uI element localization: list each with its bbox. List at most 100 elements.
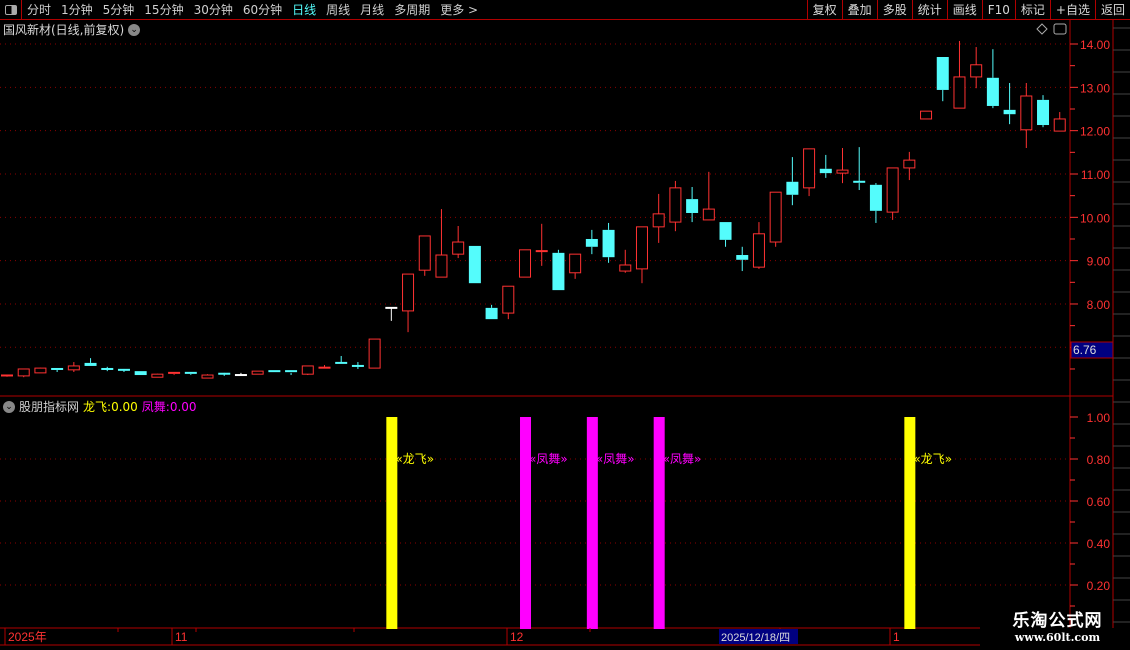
period-tab-7[interactable]: 周线 bbox=[326, 3, 351, 17]
signal-bar-fengwu bbox=[653, 417, 665, 628]
panel-toggle-icon bbox=[1053, 23, 1067, 35]
price-label: 13.00 bbox=[1080, 81, 1110, 95]
candle bbox=[635, 226, 648, 284]
candle bbox=[67, 362, 80, 373]
candle bbox=[301, 365, 314, 376]
candle bbox=[1020, 82, 1033, 148]
candle bbox=[435, 209, 448, 278]
candle-body bbox=[368, 338, 381, 369]
candle-body bbox=[719, 222, 732, 240]
signal-text: 凤舞 bbox=[670, 452, 694, 466]
stock-title: 国风新材(日线,前复权) bbox=[3, 23, 125, 37]
candle-body bbox=[134, 371, 147, 376]
period-tab-4[interactable]: 30分钟 bbox=[193, 3, 233, 17]
signal-label-fengwu: «凤舞» bbox=[663, 452, 702, 466]
toolbar-button-7[interactable]: +自选 bbox=[1049, 0, 1095, 19]
candle-body bbox=[502, 285, 515, 314]
candle-body bbox=[853, 180, 866, 183]
toolbar-button-2[interactable]: 多股 bbox=[876, 0, 912, 19]
candle bbox=[569, 253, 582, 279]
chevron-down-icon[interactable]: ⌄ bbox=[128, 23, 141, 36]
candle-body bbox=[936, 56, 949, 90]
period-tab-9[interactable]: 多周期 bbox=[394, 3, 431, 17]
indicator-axis-label: 0.40 bbox=[1087, 537, 1111, 551]
candle bbox=[402, 273, 415, 333]
signal-marker bbox=[904, 628, 916, 629]
candle-body bbox=[285, 370, 298, 373]
candle-body bbox=[986, 77, 999, 106]
toolbar-button-1[interactable]: 叠加 bbox=[841, 0, 877, 19]
candle bbox=[552, 249, 565, 291]
indicator-axis-label: 0.60 bbox=[1087, 495, 1111, 509]
candle-body bbox=[953, 76, 966, 109]
indicator-axis-label: 0.20 bbox=[1087, 579, 1111, 593]
candle-body bbox=[585, 238, 598, 247]
toolbar-button-0[interactable]: 复权 bbox=[806, 0, 842, 19]
candle-body bbox=[669, 187, 682, 223]
period-tab-5[interactable]: 60分钟 bbox=[242, 3, 283, 17]
candle-body bbox=[970, 64, 983, 78]
period-tab-1[interactable]: 1分钟 bbox=[61, 3, 93, 17]
candle bbox=[335, 355, 348, 364]
period-tab-3[interactable]: 15分钟 bbox=[144, 3, 184, 17]
candle bbox=[1, 374, 13, 377]
price-label: 11.00 bbox=[1081, 168, 1110, 182]
candle-body bbox=[769, 191, 782, 243]
candle bbox=[318, 365, 331, 369]
candle bbox=[702, 171, 715, 221]
signal-marker bbox=[586, 628, 598, 629]
period-tab-0[interactable]: 分时 bbox=[27, 3, 52, 17]
period-tab-2[interactable]: 5分钟 bbox=[102, 3, 135, 17]
toolbar-button-6[interactable]: 标记 bbox=[1014, 0, 1050, 19]
candle bbox=[936, 56, 949, 102]
signal-marker bbox=[386, 628, 398, 629]
candle-body bbox=[84, 362, 97, 366]
price-label: 9.00 bbox=[1087, 255, 1111, 269]
candle-body bbox=[301, 365, 314, 375]
candle-body bbox=[335, 361, 348, 364]
candle bbox=[686, 186, 699, 223]
candle-body bbox=[1, 374, 13, 377]
period-tab-6[interactable]: 日线 bbox=[292, 3, 317, 17]
chevron-down-icon[interactable]: ⌄ bbox=[3, 400, 15, 413]
period-tab-10[interactable]: 更多 > bbox=[440, 3, 479, 17]
candle-body bbox=[201, 374, 214, 379]
candle-body bbox=[920, 110, 933, 120]
candle-body bbox=[635, 226, 648, 270]
candle bbox=[168, 371, 181, 376]
toolbar-button-3[interactable]: 统计 bbox=[911, 0, 947, 19]
toolbar-button-8[interactable]: 返回 bbox=[1094, 0, 1130, 19]
panel-toggle-icon[interactable] bbox=[0, 0, 22, 19]
candle bbox=[836, 147, 849, 184]
candle-body bbox=[702, 208, 715, 221]
signal-label-longfei: «龙飞» bbox=[395, 452, 434, 466]
candle bbox=[719, 222, 732, 247]
candle bbox=[602, 222, 615, 263]
candle-body bbox=[435, 254, 448, 278]
longfei-value: 0.00 bbox=[111, 399, 138, 414]
toolbar-button-4[interactable]: 画线 bbox=[946, 0, 982, 19]
candle bbox=[1037, 95, 1050, 128]
price-label: 14.00 bbox=[1080, 38, 1110, 52]
price-label: 12.00 bbox=[1080, 125, 1110, 139]
candle-body bbox=[886, 167, 899, 213]
candle-body bbox=[736, 255, 749, 260]
toolbar-button-5[interactable]: F10 bbox=[981, 0, 1015, 19]
period-tab-8[interactable]: 月线 bbox=[360, 3, 385, 17]
candle-body bbox=[268, 370, 281, 373]
candle bbox=[418, 235, 431, 276]
candle bbox=[502, 285, 515, 320]
candle-body bbox=[218, 372, 231, 375]
candle bbox=[903, 151, 916, 181]
candle bbox=[970, 47, 983, 89]
candle bbox=[184, 371, 197, 376]
candle bbox=[151, 373, 164, 378]
candle bbox=[736, 246, 749, 272]
candle-body bbox=[51, 367, 64, 370]
candle bbox=[1003, 82, 1016, 125]
candle bbox=[519, 249, 532, 278]
signal-bar-fengwu bbox=[520, 417, 532, 628]
candle-body bbox=[836, 169, 849, 174]
candle-body bbox=[1053, 118, 1066, 132]
